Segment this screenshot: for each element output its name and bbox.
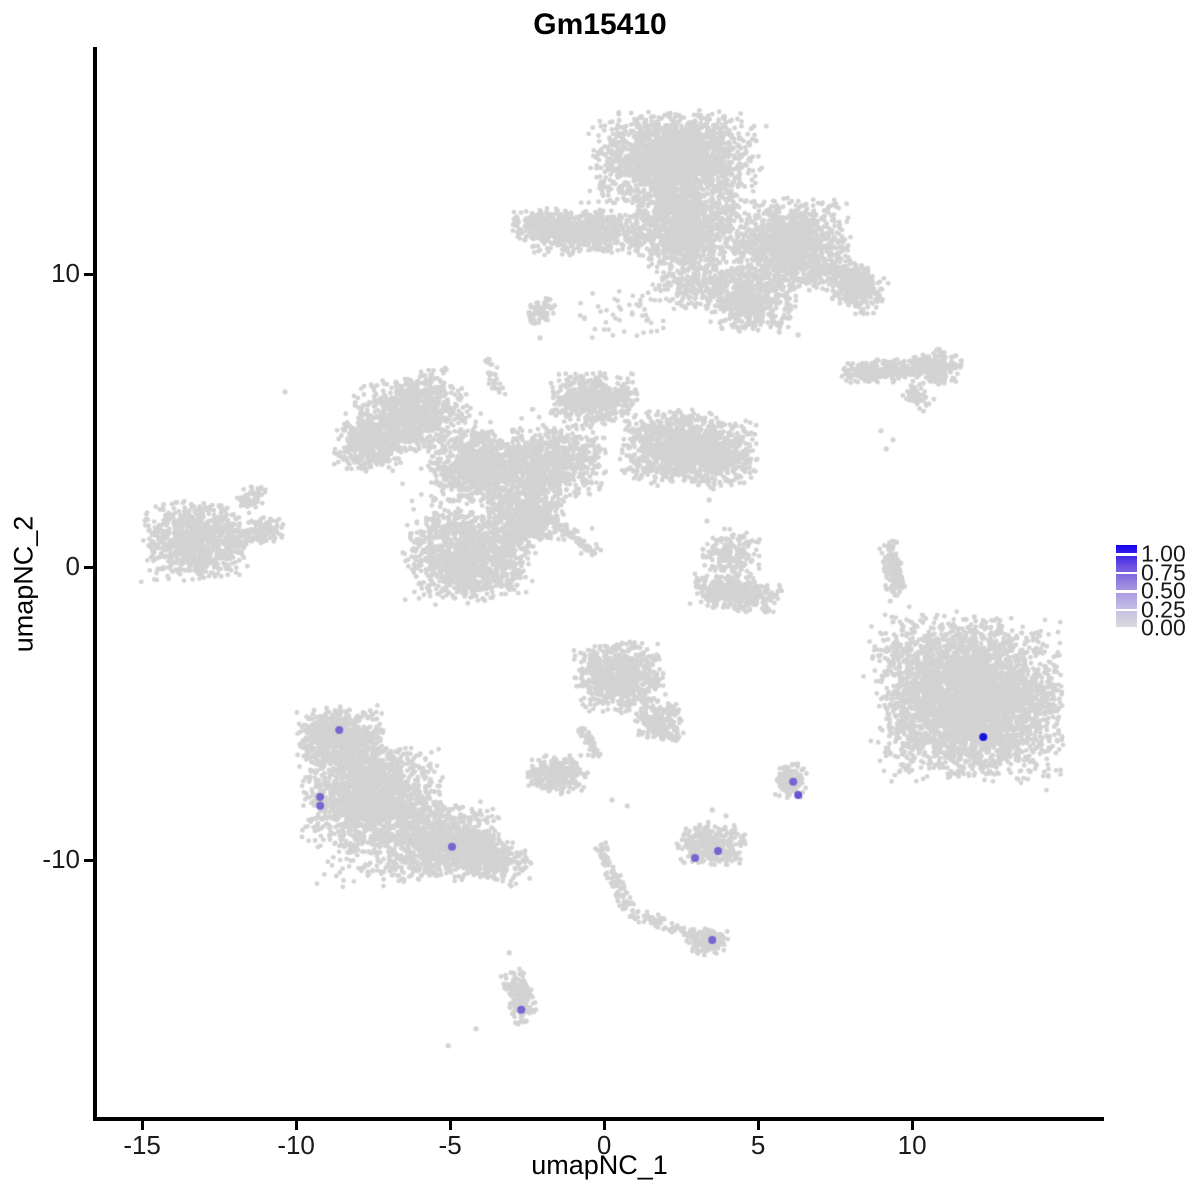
x-tick-label: -15 (123, 1130, 161, 1160)
x-tick-mark (140, 1121, 144, 1130)
legend-gradient-bar (1116, 545, 1137, 629)
x-tick-mark (756, 1121, 760, 1130)
expression-legend: 1.00 0.75 0.50 0.25 0.00 (1106, 540, 1200, 643)
x-tick-label: -10 (277, 1130, 315, 1160)
legend-tick-mark (1116, 590, 1137, 593)
x-tick-mark (294, 1121, 298, 1130)
legend-tick-mark (1116, 571, 1137, 574)
x-axis-title: umapNC_1 (531, 1150, 668, 1180)
legend-tick-label: 0.75 (1141, 559, 1186, 585)
y-axis-line (93, 47, 97, 1121)
x-tick-label: 5 (750, 1130, 766, 1160)
x-tick-mark (910, 1121, 914, 1130)
y-axis-title: umapNC_2 (8, 515, 39, 653)
y-tick-mark (84, 566, 93, 570)
y-tick-mark (84, 859, 93, 863)
y-tick-label: -10 (42, 843, 80, 874)
legend-tick-label: 0.00 (1141, 614, 1186, 641)
legend-tick-mark (1116, 608, 1137, 611)
legend-tick-label: 0.25 (1141, 596, 1186, 622)
x-tick-label: 10 (897, 1130, 927, 1160)
y-tick-label: 0 (65, 550, 80, 581)
legend-tick-label: 1.00 (1141, 540, 1186, 567)
x-tick-mark (448, 1121, 452, 1130)
x-axis-line (93, 1117, 1104, 1121)
legend-tick-label: 0.50 (1141, 577, 1186, 604)
x-tick-mark (602, 1121, 606, 1130)
x-tick-label: -5 (438, 1130, 462, 1160)
y-tick-label: 10 (51, 257, 80, 288)
legend-tick-mark (1116, 627, 1137, 630)
legend-tick-mark (1116, 553, 1137, 556)
y-tick-mark (84, 273, 93, 277)
x-tick-label: 0 (596, 1130, 612, 1160)
